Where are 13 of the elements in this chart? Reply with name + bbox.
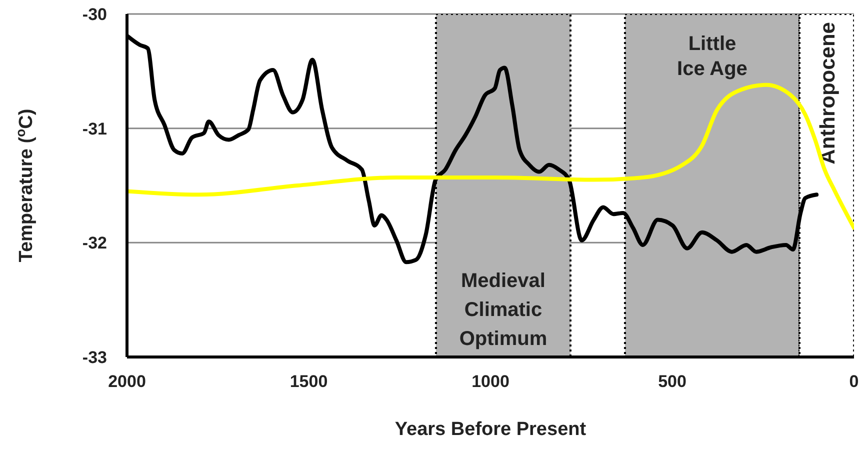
x-tick-label: 500 — [658, 372, 686, 392]
y-tick-label: -33 — [82, 348, 107, 368]
x-axis-title: Years Before Present — [394, 419, 587, 440]
x-tick-label: 0 — [849, 372, 859, 392]
x-tick-label: 2000 — [108, 372, 146, 392]
x-tick-label: 1000 — [472, 372, 510, 392]
band-label: Medieval Climatic Optimum — [459, 270, 548, 350]
y-tick-label: -30 — [82, 5, 107, 24]
band-label: Little Ice Age — [677, 33, 748, 80]
x-tick-label: 1500 — [290, 372, 328, 392]
band-label: Anthropocene — [816, 22, 840, 164]
y-tick-label: -31 — [82, 119, 107, 138]
y-tick-label: -32 — [82, 234, 107, 253]
